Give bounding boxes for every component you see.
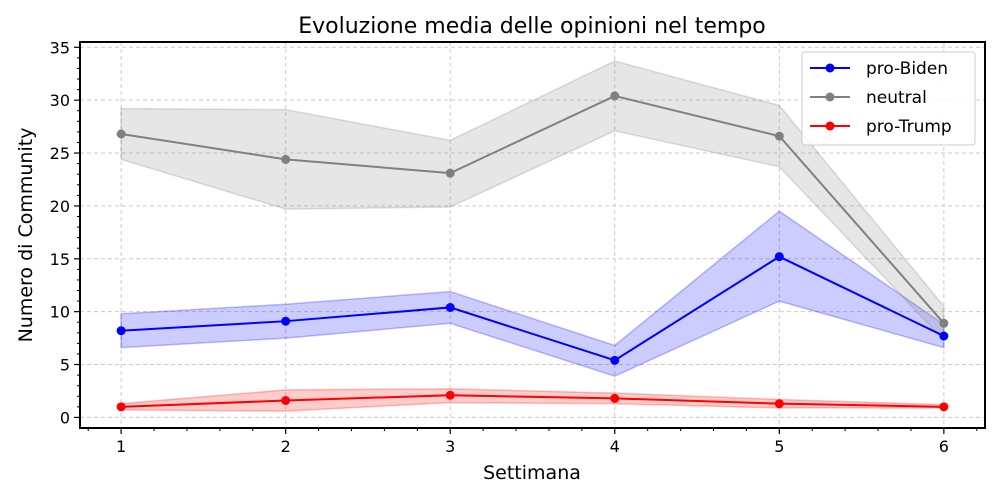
y-tick-label: 35 (50, 38, 70, 57)
x-axis-label: Settimana (483, 462, 581, 484)
x-tick-label: 5 (774, 437, 784, 456)
data-points (116, 91, 949, 412)
legend-marker-pro-Biden (825, 63, 835, 73)
line-neutral (120, 94, 945, 324)
y-tick-label: 0 (60, 408, 70, 427)
legend-marker-pro-Trump (825, 121, 835, 131)
band-pro-Trump (120, 388, 945, 412)
point-pro-Biden (281, 316, 291, 326)
x-tick-label: 6 (939, 437, 949, 456)
x-tick-label: 4 (610, 437, 620, 456)
point-pro-Biden (445, 302, 455, 312)
x-tick-label: 2 (281, 437, 291, 456)
point-pro-Trump (281, 396, 291, 406)
y-tick-label: 5 (60, 356, 70, 375)
y-tick-label: 25 (50, 144, 70, 163)
point-pro-Trump (774, 399, 784, 409)
point-neutral (610, 91, 620, 101)
point-neutral (939, 318, 949, 328)
legend: pro-Biden neutral pro-Trump (801, 51, 976, 146)
point-pro-Biden (116, 326, 126, 336)
x-tick-label: 3 (445, 437, 455, 456)
point-neutral (774, 131, 784, 141)
chart-title: Evoluzione media delle opinioni nel temp… (298, 14, 766, 39)
y-tick-label: 20 (50, 197, 70, 216)
point-neutral (281, 154, 291, 164)
point-pro-Biden (610, 355, 620, 365)
y-axis-label: Numero di Community (15, 128, 37, 343)
point-neutral (445, 168, 455, 178)
point-pro-Trump (445, 390, 455, 400)
y-tick-label: 15 (50, 250, 70, 269)
legend-box (801, 51, 976, 146)
point-pro-Trump (939, 402, 949, 412)
x-tick-label: 1 (116, 437, 126, 456)
band-pro-Biden (120, 210, 945, 377)
line-pro-Biden (121, 255, 945, 362)
series-lines (120, 94, 945, 408)
legend-marker-neutral (825, 92, 835, 102)
plot-frame (79, 41, 986, 429)
legend-label-neutral: neutral (866, 88, 927, 108)
line-pro-Trump (121, 394, 944, 408)
point-neutral (116, 129, 126, 139)
point-pro-Biden (774, 252, 784, 262)
y-tick-label: 10 (50, 303, 70, 322)
point-pro-Biden (939, 331, 949, 341)
legend-label-pro-Biden: pro-Biden (866, 59, 948, 79)
x-axis-ticks: 1 2 3 4 5 6 (87, 428, 978, 456)
confidence-bands (120, 60, 945, 412)
legend-label-pro-Trump: pro-Trump (866, 117, 952, 137)
point-pro-Trump (610, 393, 620, 403)
point-pro-Trump (116, 402, 126, 412)
y-axis-ticks: 0 5 10 15 20 25 30 35 (50, 38, 80, 427)
grid (80, 42, 985, 428)
y-tick-label: 30 (50, 91, 70, 110)
